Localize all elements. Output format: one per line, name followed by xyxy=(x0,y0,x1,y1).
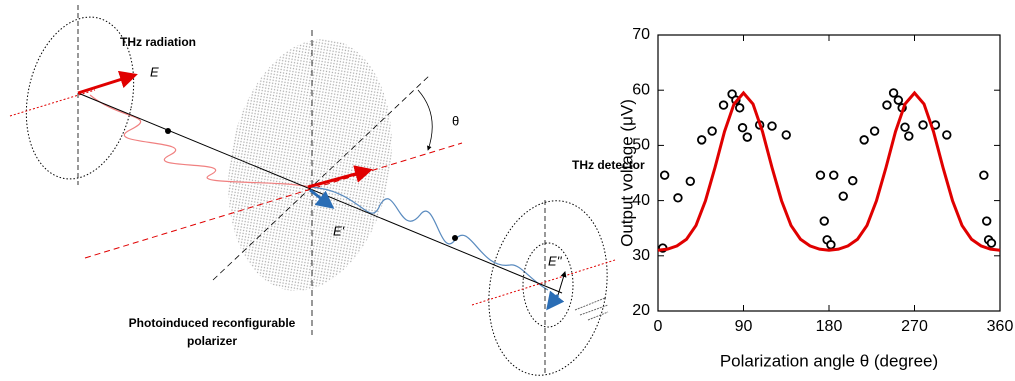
y-tick-label: 70 xyxy=(632,26,650,43)
data-point xyxy=(860,136,868,144)
field-label: E' xyxy=(333,223,345,238)
data-point xyxy=(890,89,898,97)
data-point xyxy=(943,131,951,139)
data-point xyxy=(744,133,752,141)
y-tick-label: 20 xyxy=(632,302,650,319)
y-tick-label: 60 xyxy=(632,81,650,98)
data-point xyxy=(919,121,927,129)
axis xyxy=(10,90,95,116)
plot-frame xyxy=(658,35,1000,311)
data-point xyxy=(905,132,913,140)
angle-arc xyxy=(418,90,432,150)
data-point xyxy=(895,96,903,104)
data-point xyxy=(871,127,879,135)
data-point xyxy=(817,171,825,179)
data-point xyxy=(849,177,857,185)
data-point xyxy=(768,122,776,130)
polarizer-label: polarizer xyxy=(187,334,237,348)
x-tick-label: 180 xyxy=(816,318,843,335)
data-point xyxy=(739,124,747,132)
field-arrow xyxy=(78,75,135,93)
x-axis-label: Polarization angle θ (degree) xyxy=(720,351,938,370)
x-tick-label: 0 xyxy=(654,318,663,335)
field-label: E'' xyxy=(548,253,562,268)
data-point xyxy=(820,217,828,225)
field-arrow xyxy=(558,272,565,295)
data-point xyxy=(661,171,669,179)
y-tick-label: 30 xyxy=(632,247,650,264)
y-axis-label: Output voltage (μV) xyxy=(617,99,636,247)
field-label: E xyxy=(150,64,159,79)
fit-line xyxy=(658,93,1000,250)
data-point xyxy=(883,101,891,109)
y-tick-label: 40 xyxy=(632,192,650,209)
chart: Polarization angle θ (degree) Output vol… xyxy=(617,26,1013,370)
data-point xyxy=(708,127,716,135)
data-point xyxy=(983,217,991,225)
x-tick-label: 90 xyxy=(735,318,753,335)
data-point xyxy=(901,123,909,131)
source-label: THz radiation xyxy=(120,35,196,49)
diagram: THz radiation E θ THz detector E' E'' Ph… xyxy=(10,5,645,381)
field-arrow xyxy=(548,295,558,308)
data-point xyxy=(736,104,744,112)
beam-marker xyxy=(452,235,458,241)
data-point xyxy=(687,177,695,185)
data-point xyxy=(839,192,847,200)
data-point xyxy=(988,239,996,247)
data-point xyxy=(674,194,682,202)
angle-label: θ xyxy=(452,113,459,128)
data-point xyxy=(830,171,838,179)
data-point xyxy=(782,131,790,139)
figure: THz radiation E θ THz detector E' E'' Ph… xyxy=(0,0,1015,381)
beam-marker xyxy=(165,128,171,134)
data-point xyxy=(698,136,706,144)
polarizer xyxy=(209,26,411,304)
x-tick-label: 270 xyxy=(901,318,928,335)
y-tick-label: 50 xyxy=(632,137,650,154)
data-point xyxy=(827,241,835,249)
x-tick-label: 360 xyxy=(987,318,1014,335)
detector-plane xyxy=(476,191,621,381)
polarizer-label: Photoinduced reconfigurable xyxy=(129,316,296,330)
data-point xyxy=(980,171,988,179)
data-point xyxy=(720,101,728,109)
